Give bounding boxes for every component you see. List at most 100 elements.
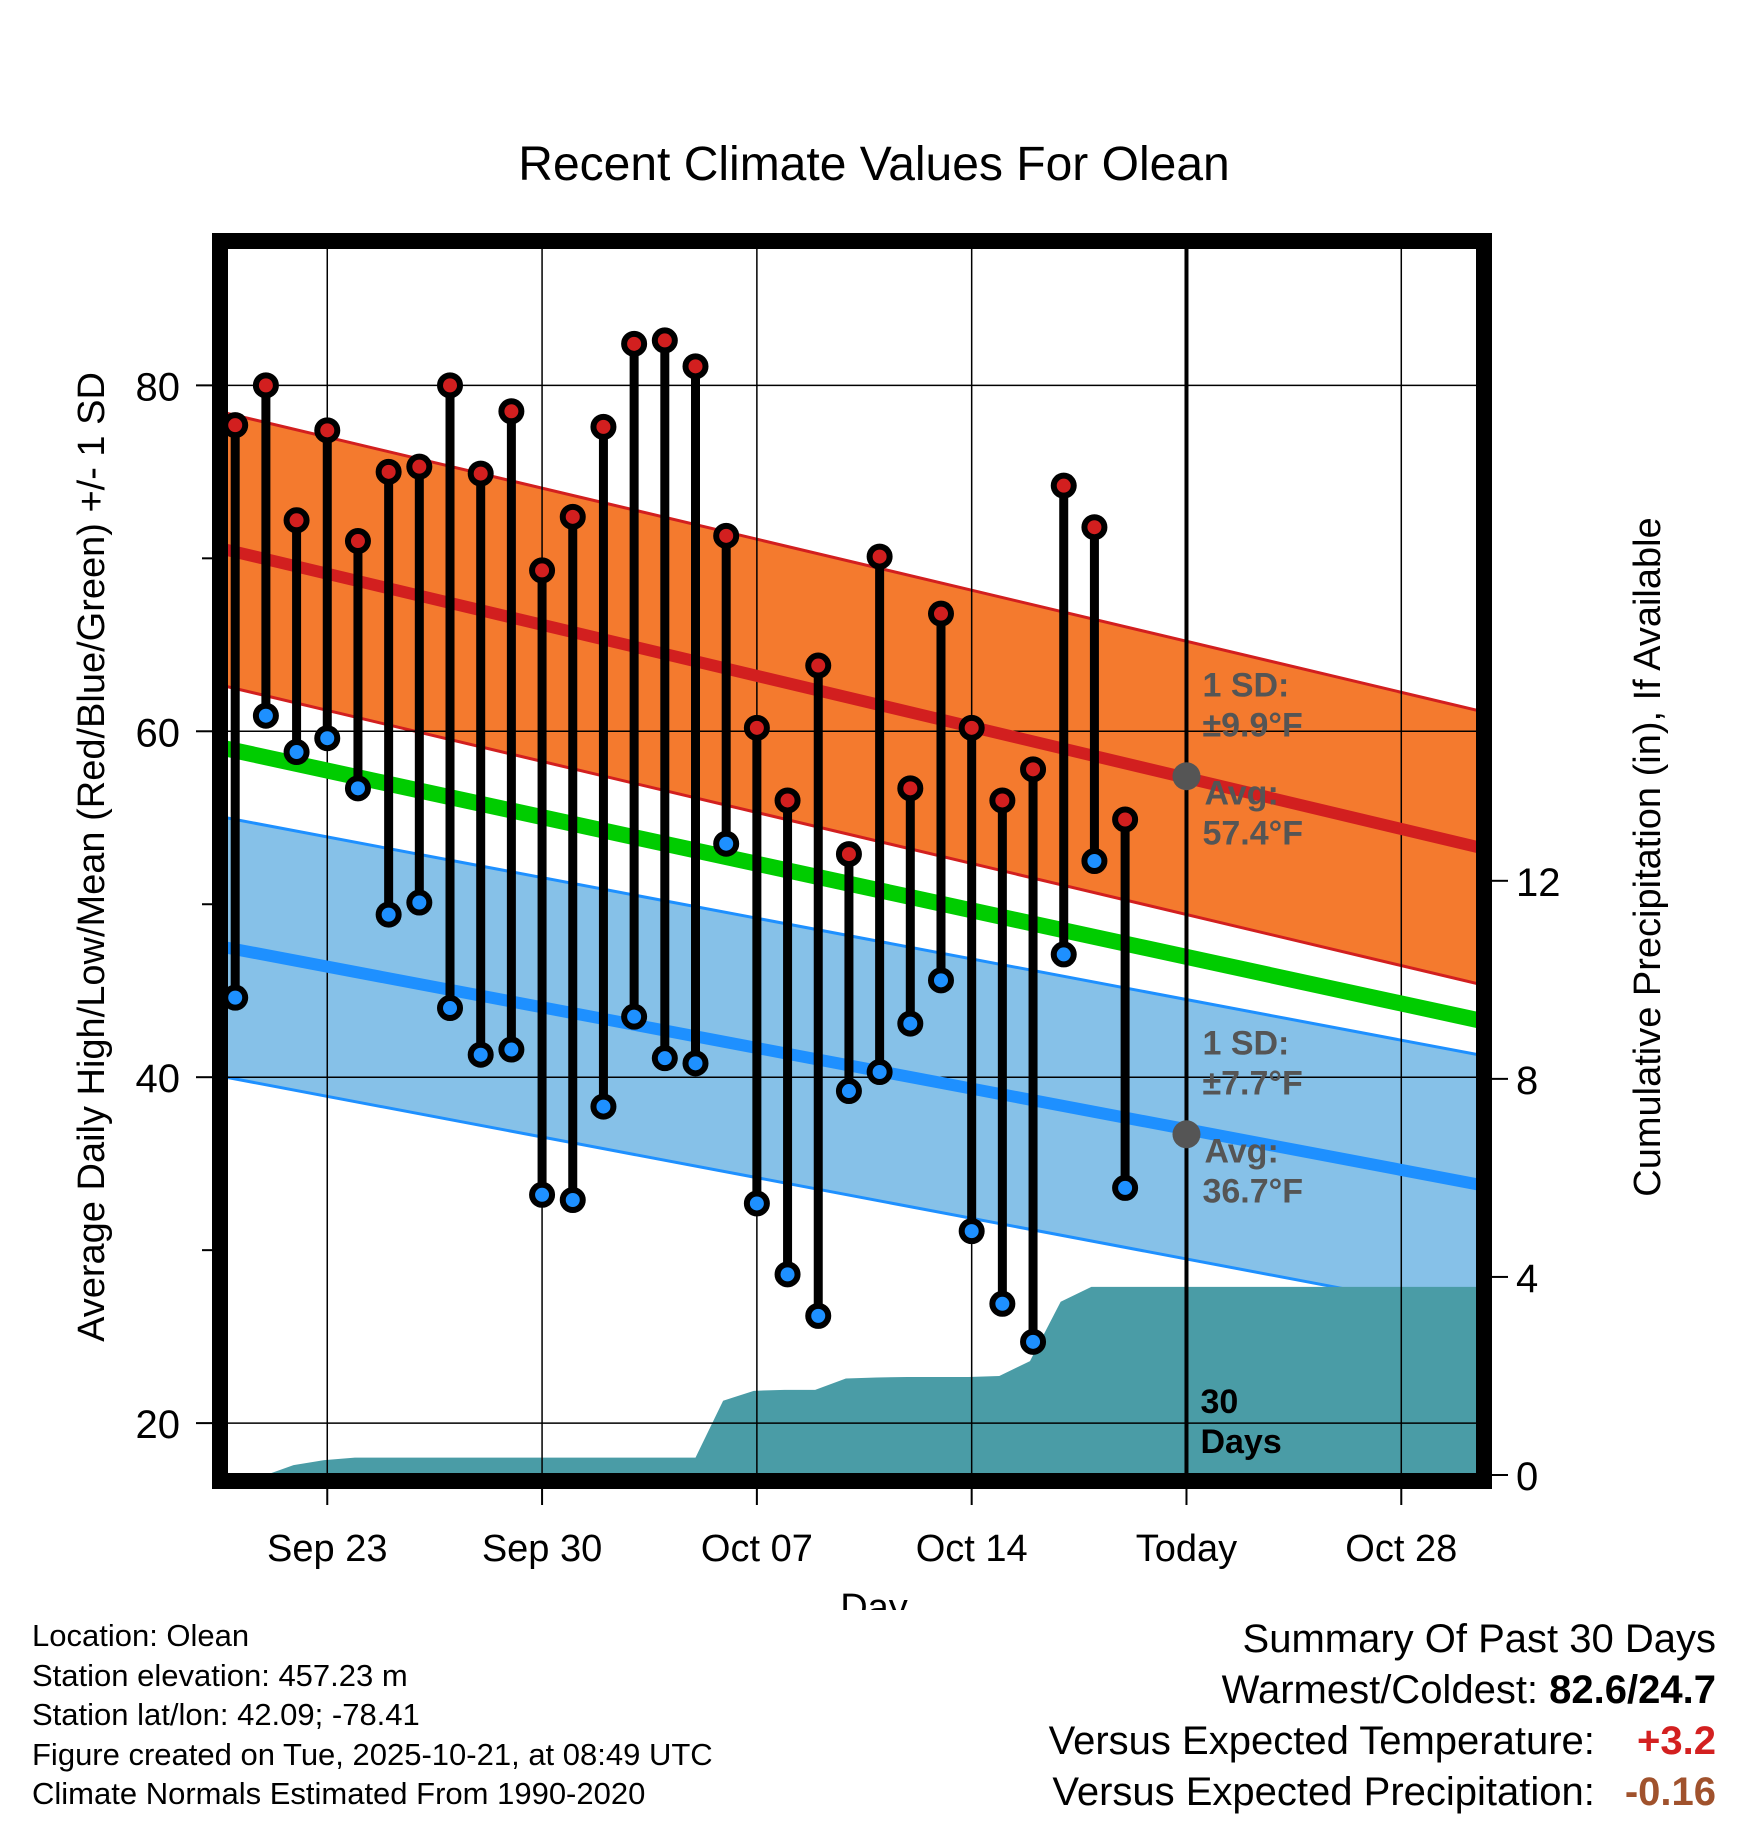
daily-low-point xyxy=(437,995,464,1022)
daily-low-point xyxy=(897,1010,924,1037)
days-label-number: 30 xyxy=(1200,1383,1238,1421)
daily-low-point xyxy=(743,1190,770,1217)
daily-high-point xyxy=(467,460,494,487)
daily-low-point xyxy=(713,830,740,857)
daily-low-point xyxy=(1081,848,1108,874)
daily-high-point xyxy=(621,330,648,357)
warm-cold-label: Warmest/Coldest: xyxy=(1221,1668,1539,1712)
daily-high-point xyxy=(958,714,985,741)
precipitation-area xyxy=(235,1286,1478,1475)
high-sd-value: ±9.9°F xyxy=(1202,706,1302,744)
high-avg-label: Avg: xyxy=(1204,774,1278,812)
y-tick-label-right: 4 xyxy=(1516,1257,1538,1301)
x-axis-label: Day xyxy=(840,1587,908,1610)
high-normal-band-upper-edge xyxy=(226,411,1478,712)
daily-low-point xyxy=(805,1302,832,1329)
daily-low-point xyxy=(774,1261,801,1288)
temp-value: +3.2 xyxy=(1637,1719,1716,1763)
temp-label: Versus Expected Temperature: xyxy=(1048,1719,1595,1763)
low-normal-band-lower-edge xyxy=(226,1075,1478,1316)
days-label-text: Days xyxy=(1200,1423,1281,1461)
x-tick-label: Oct 28 xyxy=(1345,1528,1457,1570)
location-text: Location: Olean xyxy=(32,1618,250,1653)
chart-title: Recent Climate Values For Olean xyxy=(518,138,1229,191)
daily-low-point xyxy=(927,967,954,994)
daily-high-point xyxy=(989,787,1016,814)
y-tick-label-left: 20 xyxy=(136,1403,181,1447)
precip-label: Versus Expected Precipitation: xyxy=(1052,1770,1595,1814)
daily-low-point xyxy=(682,1050,709,1077)
daily-low-point xyxy=(621,1003,648,1030)
daily-low-point xyxy=(835,1078,862,1105)
low-sd-value: ±7.7°F xyxy=(1202,1064,1302,1102)
warm-cold-row: Warmest/Coldest: 82.6/24.7 xyxy=(1049,1665,1716,1716)
daily-low-point xyxy=(866,1059,893,1086)
x-tick-label: Sep 30 xyxy=(482,1528,602,1570)
daily-low-point xyxy=(559,1186,586,1213)
summary-panel: Summary Of Past 30 Days Warmest/Coldest:… xyxy=(1049,1614,1716,1818)
y-axis-label-right: Cumulative Precipitation (in), If Availa… xyxy=(1627,517,1669,1196)
latlon-text: Station lat/lon: 42.09; -78.41 xyxy=(32,1697,420,1732)
high-normal-line xyxy=(226,543,1478,854)
daily-high-point xyxy=(344,528,371,555)
summary-title: Summary Of Past 30 Days xyxy=(1242,1617,1716,1661)
daily-high-point xyxy=(927,600,954,627)
daily-high-point xyxy=(529,557,556,584)
low-avg-label: Avg: xyxy=(1204,1132,1278,1170)
y-tick-label-left: 60 xyxy=(136,711,181,755)
daily-high-point xyxy=(590,413,617,440)
daily-high-point xyxy=(866,543,893,570)
daily-high-point xyxy=(1081,514,1108,541)
normals-text: Climate Normals Estimated From 1990-2020 xyxy=(32,1776,646,1811)
daily-high-point xyxy=(713,522,740,549)
y-tick-label-right: 0 xyxy=(1516,1455,1538,1499)
high-avg-value: 57.4°F xyxy=(1202,814,1303,852)
y-tick-label-left: 80 xyxy=(136,365,181,409)
daily-low-point xyxy=(989,1290,1016,1317)
daily-low-point xyxy=(283,739,310,766)
x-tick-label: Today xyxy=(1136,1528,1237,1570)
daily-high-point xyxy=(1050,472,1077,499)
daily-high-point xyxy=(1112,806,1139,833)
daily-high-point xyxy=(682,353,709,380)
warm-cold-value: 82.6/24.7 xyxy=(1549,1668,1716,1712)
y-tick-label-right: 12 xyxy=(1516,861,1561,905)
daily-low-point xyxy=(344,775,371,802)
daily-low-point xyxy=(406,889,433,916)
daily-high-point xyxy=(805,652,832,679)
daily-low-point xyxy=(314,725,341,752)
station-info: Location: Olean Station elevation: 457.2… xyxy=(32,1616,713,1814)
daily-low-point xyxy=(1112,1174,1139,1201)
created-text: Figure created on Tue, 2025-10-21, at 08… xyxy=(32,1736,713,1772)
daily-high-point xyxy=(1020,756,1047,783)
daily-low-point xyxy=(467,1041,494,1068)
daily-high-point xyxy=(314,417,341,444)
daily-low-point xyxy=(651,1045,678,1072)
daily-high-point xyxy=(651,327,678,354)
daily-low-point xyxy=(529,1181,556,1208)
daily-high-point xyxy=(835,841,862,868)
daily-high-point xyxy=(559,503,586,530)
y-tick-label-right: 8 xyxy=(1516,1059,1538,1103)
daily-high-point xyxy=(897,775,924,802)
daily-low-point xyxy=(498,1036,525,1063)
high-sd-label: 1 SD: xyxy=(1202,666,1289,704)
precip-value: -0.16 xyxy=(1624,1770,1716,1814)
daily-low-point xyxy=(958,1218,985,1245)
low-today-avg-marker xyxy=(1172,1120,1201,1149)
daily-high-point xyxy=(437,372,464,399)
daily-high-point xyxy=(406,453,433,480)
climate-chart: Recent Climate Values For Olean 1 SD:±9.… xyxy=(71,138,1669,1610)
x-tick-label: Oct 07 xyxy=(701,1528,813,1570)
high-normal-band-lower-edge xyxy=(226,684,1478,986)
x-tick-label: Sep 23 xyxy=(267,1528,387,1570)
daily-high-point xyxy=(743,714,770,741)
x-tick-label: Oct 14 xyxy=(916,1528,1028,1570)
daily-low-point xyxy=(590,1093,617,1120)
low-sd-label: 1 SD: xyxy=(1202,1024,1289,1062)
daily-low-point xyxy=(1050,941,1077,968)
daily-low-point xyxy=(1020,1328,1047,1355)
y-tick-label-left: 40 xyxy=(136,1057,181,1101)
